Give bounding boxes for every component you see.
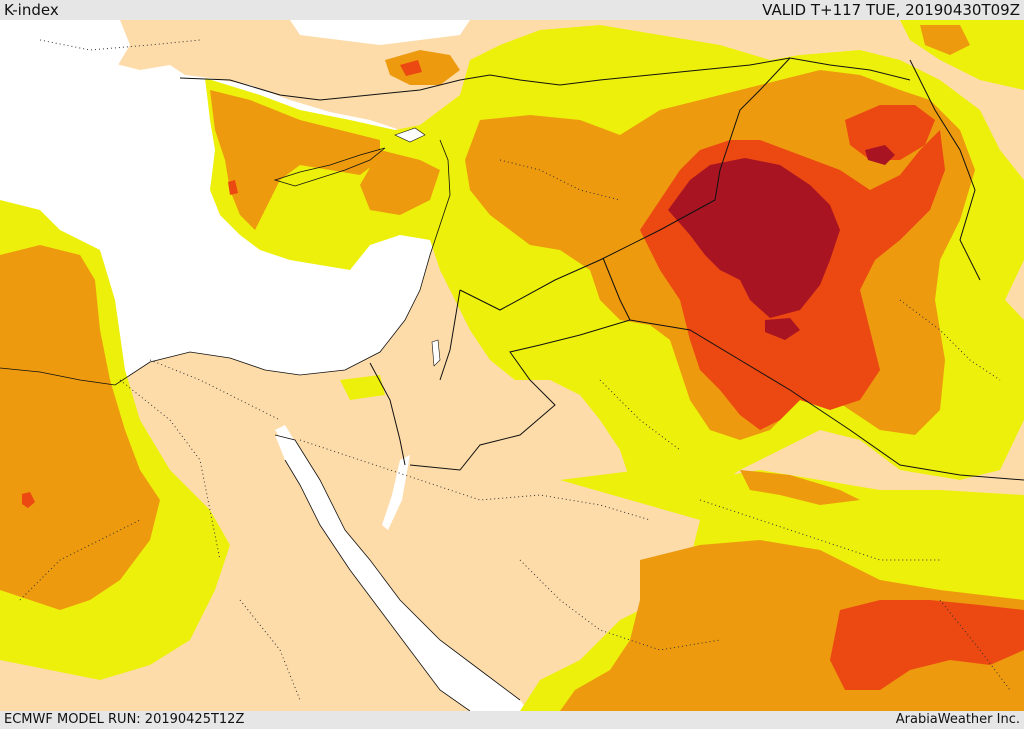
valid-time-label: VALID T+117 TUE, 20190430T09Z xyxy=(762,1,1020,19)
admin-borders xyxy=(19,39,1011,701)
dead-sea xyxy=(431,339,441,367)
red-sea xyxy=(275,435,528,711)
black-sea xyxy=(290,20,470,45)
gulf-of-aqaba xyxy=(382,455,410,530)
gulf-of-suez xyxy=(275,425,300,455)
cyprus-island xyxy=(273,147,386,187)
country-borders xyxy=(179,57,1024,481)
parameter-title: K-index xyxy=(4,1,59,19)
credit-label: ArabiaWeather Inc. xyxy=(895,712,1020,727)
coastlines xyxy=(0,139,521,711)
lake-tuz xyxy=(394,127,426,143)
k-level-4-zones xyxy=(668,145,895,340)
footer-bar: ECMWF MODEL RUN: 20190425T12Z ArabiaWeat… xyxy=(0,711,1024,729)
header-bar: K-index VALID T+117 TUE, 20190430T09Z xyxy=(0,0,1024,20)
k-index-map xyxy=(0,20,1024,711)
model-run-label: ECMWF MODEL RUN: 20190425T12Z xyxy=(4,712,245,727)
aegean-sea xyxy=(0,20,130,95)
